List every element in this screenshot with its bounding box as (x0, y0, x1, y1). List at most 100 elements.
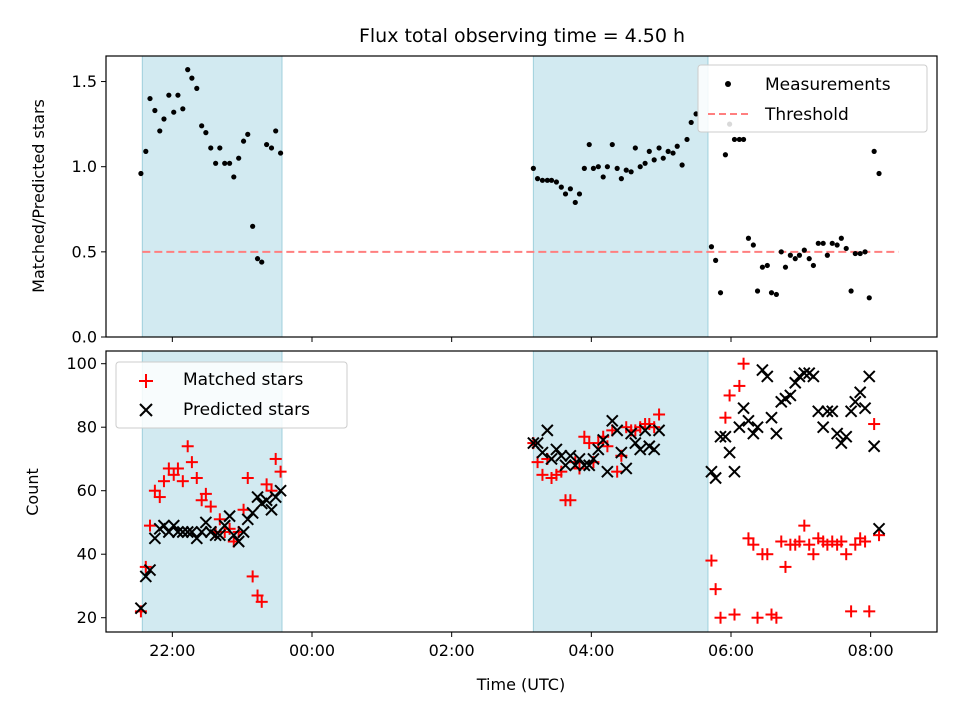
matched-star-point (223, 522, 236, 535)
predicted-star-point (583, 459, 596, 472)
predicted-star-point (143, 563, 157, 577)
measurement-point (157, 128, 163, 134)
predicted-star-point (844, 405, 858, 418)
matched-star-point (798, 519, 811, 532)
predicted-star-point (863, 370, 876, 383)
predicted-star-point (251, 490, 264, 504)
measurement-point (567, 186, 573, 192)
measurement-point (843, 245, 849, 252)
y-tick-label: 100 (66, 354, 97, 373)
predicted-star-point (601, 465, 614, 478)
predicted-star-point (148, 532, 162, 545)
measurement-point (175, 92, 181, 98)
matched-star-point (255, 595, 268, 608)
predicted-star-point (751, 420, 764, 434)
matched-star-point (868, 418, 881, 431)
top-legend-frame (697, 64, 928, 133)
predicted-star-point (756, 363, 769, 377)
predicted-star-point (195, 525, 208, 539)
matched-star-point (709, 583, 722, 596)
matched-star-point (269, 452, 282, 465)
measurement-point (576, 191, 583, 197)
measurement-point (609, 141, 615, 148)
matched-star-point (835, 535, 848, 548)
measurement-point (581, 165, 587, 171)
matched-star-point (592, 437, 605, 450)
matched-star-point (241, 472, 254, 485)
measurement-point (208, 145, 214, 151)
top-legend: Measurements Threshold (697, 64, 928, 133)
measurement-point (231, 174, 237, 180)
measurement-point (558, 184, 564, 190)
predicted-star-point (587, 452, 600, 466)
predicted-star-point (573, 452, 586, 466)
matched-star-point (863, 605, 876, 618)
predicted-star-point (527, 436, 540, 450)
measurement-point (852, 250, 858, 257)
measurement-point (656, 145, 662, 151)
y-tick-label: 1.0 (72, 157, 97, 176)
matched-star-point (611, 465, 624, 478)
measurement-point (217, 145, 223, 151)
matched-star-point (779, 560, 792, 573)
measurement-point (203, 130, 209, 136)
ratio-panel: 0.0 0.5 1.0 1.5 Matched/Predicted stars Mea… (29, 55, 938, 347)
predicted-star-point (765, 411, 778, 424)
x-tick-label: 02:00 (429, 641, 475, 660)
matched-star-point (176, 475, 189, 488)
top-plot-frame (105, 55, 938, 338)
predicted-star-point (227, 528, 240, 542)
measurement-point (829, 240, 835, 246)
predicted-star-point (849, 395, 862, 409)
predicted-star-point (218, 519, 231, 532)
predicted-star-point (742, 414, 755, 428)
measurement-point (618, 176, 624, 182)
predicted-star-point (733, 420, 746, 434)
matched-star-point (157, 475, 170, 488)
measurement-point (166, 92, 172, 98)
matched-star-point (770, 611, 783, 624)
measurement-point (628, 169, 634, 175)
predicted-star-point (531, 436, 544, 450)
x-axis-label: Time (UTC) (476, 675, 565, 694)
y-tick-label: 60 (77, 481, 97, 500)
matched-star-point (761, 548, 774, 561)
measurement-point (722, 152, 729, 158)
measurement-point (138, 170, 144, 177)
predicted-star-point (134, 601, 148, 615)
predicted-star-point (705, 465, 718, 478)
predicted-star-point (269, 490, 282, 504)
predicted-star-point (737, 401, 750, 415)
predicted-star-point (536, 446, 549, 459)
measurement-point (764, 262, 770, 269)
predicted-star-point (620, 462, 633, 475)
measurement-point (273, 128, 279, 134)
measurement-point (740, 136, 747, 143)
predicted-star-point (858, 401, 872, 415)
predicted-star-point (761, 370, 774, 383)
count-panel: 20 40 60 80 100 22:00 00:00 02:00 04:00 06:00 08:… (23, 350, 938, 694)
predicted-star-point (564, 449, 577, 462)
measurement-point (801, 247, 807, 253)
matched-star-point (171, 462, 184, 475)
matched-star-point (793, 535, 806, 548)
measurement-point (782, 264, 789, 270)
x-tick-label: 04:00 (568, 641, 614, 660)
predicted-star-point (260, 494, 273, 507)
measurement-point (632, 145, 638, 151)
measurement-point (815, 240, 821, 246)
measurement-point (866, 295, 872, 301)
measurement-point (600, 174, 606, 180)
legend-predicted-marker (139, 403, 153, 417)
measurement-point (796, 252, 803, 258)
predicted-star-point (209, 528, 222, 542)
predicted-star-point (798, 367, 811, 380)
measurement-point (259, 259, 265, 265)
measurement-point (862, 249, 868, 255)
matched-star-point (578, 430, 591, 443)
measurement-point (787, 252, 793, 258)
matched-star-point (199, 487, 212, 500)
matched-star-point (204, 500, 217, 513)
